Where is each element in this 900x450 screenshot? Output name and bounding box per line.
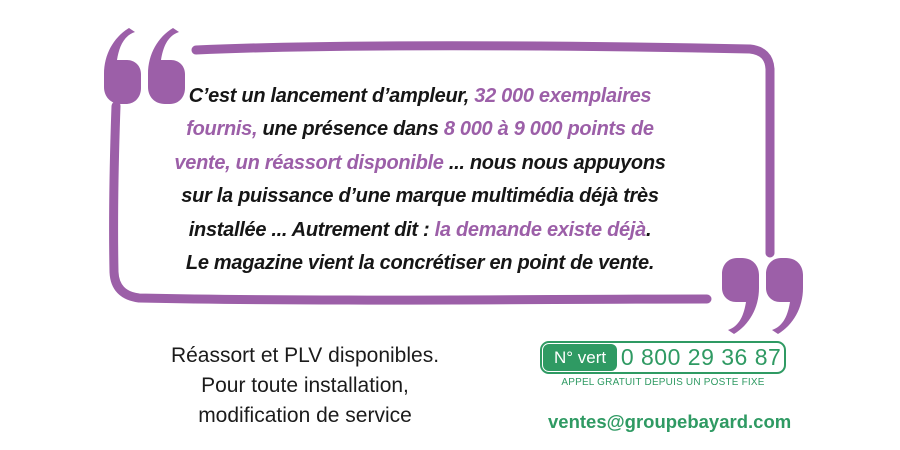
quote-segment-black: ... nous nous appuyons [448,151,666,174]
nvert-label: N° vert [543,344,618,371]
quote-segment-purple: vente, un réassort disponible [174,151,449,174]
quote-segment-black: Le magazine vient la concrétiser en poin… [185,252,655,275]
quote-segment-black: une présence dans [262,118,444,141]
quote-segment-purple: la demande existe déjà [434,218,647,241]
phone-number: 0 800 29 36 87 [620,344,782,370]
quote-segment-purple: 32 000 exemplaires [474,85,652,107]
info-line-1: Réassort et PLV disponibles. [170,344,440,367]
quote-line: fournis, une présence dans 8 000 à 9 000… [110,113,730,146]
quote-line: sur la puissance d’une marque multimédia… [110,180,730,213]
nvert-subtext: APPEL GRATUIT DEPUIS UN POSTE FIXE [561,377,765,388]
quote-segment-black: . [645,218,652,241]
quote-segment-black: C’est un lancement d’ampleur, [188,85,475,107]
close-quote-icon [722,258,803,334]
quote-line: installée ... Autrement dit : la demande… [110,214,730,247]
quote-segment-purple: fournis, [186,118,263,141]
quote-line: C’est un lancement d’ampleur, 32 000 exe… [110,80,730,113]
quote-segment-black: sur la puissance d’une marque multimédia… [181,185,659,208]
quote-segment-black: installée ... Autrement dit : [188,218,435,241]
nvert-badge: N° vert 0 800 29 36 87 [540,341,786,374]
quote-segment-purple: 8 000 à 9 000 points de [443,118,654,141]
info-line-3: modification de service [198,404,412,427]
info-text: Réassort et PLV disponibles. Pour toute … [110,341,500,431]
info-line-2: Pour toute installation, [201,374,409,397]
quote-line: vente, un réassort disponible ... nous n… [110,147,730,180]
quote-line: Le magazine vient la concrétiser en poin… [110,247,730,280]
quote-text: C’est un lancement d’ampleur, 32 000 exe… [110,80,730,280]
email-link[interactable]: ventes@groupebayard.com [548,411,792,432]
